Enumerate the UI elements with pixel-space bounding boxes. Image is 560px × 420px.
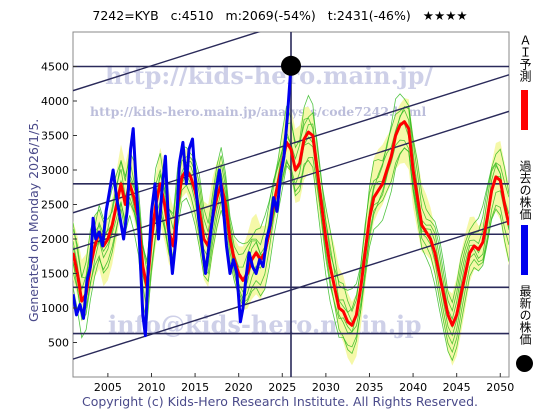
legend-ai-label: ＡＩ予測 [518, 34, 532, 82]
y-tick-label: 2000 [41, 233, 69, 246]
y-tick-label: 1500 [41, 268, 69, 281]
x-tick-label: 2015 [181, 381, 209, 394]
legend-latest-label: 最新の株価 [518, 285, 532, 345]
trend-line [73, 74, 509, 214]
y-tick-label: 1000 [41, 302, 69, 315]
title-target: t:2431(-46%) [327, 8, 411, 23]
title-code: 7242=KYB [92, 8, 159, 23]
x-tick-label: 2040 [399, 381, 427, 394]
y-tick-label: 4000 [41, 95, 69, 108]
legend-ai-swatch [521, 90, 528, 130]
generated-date-label: Generated on Monday 2026/1/5. [26, 118, 41, 322]
chart-title: 7242=KYB c:4510 m:2069(-54%) t:2431(-46%) ★★… [0, 8, 560, 23]
x-tick-label: 2010 [137, 381, 165, 394]
series-ai-line [73, 120, 509, 327]
title-median: m:2069(-54%) [225, 8, 316, 23]
x-tick-label: 2045 [443, 381, 471, 394]
series-group [73, 65, 509, 338]
x-tick-label: 2005 [94, 381, 122, 394]
current-marker [281, 55, 301, 76]
x-tick-label: 2025 [268, 381, 296, 394]
y-tick-label: 3500 [41, 130, 69, 143]
watermark-email: info@kids-hero.main.jp [108, 310, 422, 339]
y-tick-label: 4500 [41, 61, 69, 74]
x-tick-label: 2030 [312, 381, 340, 394]
y-tick-label: 3000 [41, 164, 69, 177]
axes: 2005 2010 2015 2020 2025 2030 2035 2040 2045 2050… [41, 61, 514, 395]
legend-past-swatch [521, 225, 528, 275]
copyright-footer: Copyright (c) Kids-Hero Research Institu… [81, 394, 479, 409]
x-tick-label: 2035 [355, 381, 383, 394]
trend-line [73, 32, 261, 92]
legend-past-label: 過去の株価 [518, 160, 532, 220]
title-current: c:4510 [170, 8, 214, 23]
x-tick-label: 2050 [486, 381, 514, 394]
y-tick-label: 500 [48, 337, 69, 350]
legend-latest-swatch [516, 355, 533, 372]
watermark-analysis: http://kids-hero.main.jp/analysis/code72… [90, 104, 426, 119]
series-past-line [73, 65, 293, 338]
trend-line [73, 110, 509, 251]
x-tick-label: 2020 [225, 381, 253, 394]
current-price-dot [281, 55, 301, 76]
y-tick-label: 2500 [41, 199, 69, 212]
envelope-fill [73, 98, 509, 366]
title-stars: ★★★★ [422, 8, 468, 23]
